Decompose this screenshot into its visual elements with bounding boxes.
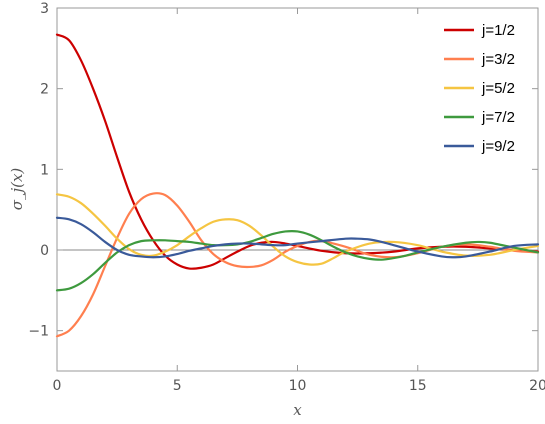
series-layer <box>55 33 540 338</box>
x-tick-label: 15 <box>409 378 427 394</box>
y-tick-label: 0 <box>40 243 49 259</box>
y-axis-label: σ_j(x) <box>8 168 26 211</box>
y-tick-label: 2 <box>40 82 49 98</box>
legend-label: j=5/2 <box>481 80 515 97</box>
y-tick-label: −1 <box>28 324 49 340</box>
x-axis-label: x <box>293 401 302 419</box>
axis-ticks: 0 5 10 15 20 −1 0 1 2 3 <box>28 1 545 394</box>
series-line-5 <box>55 216 540 259</box>
series-line-2 <box>55 192 540 338</box>
x-tick-label: 0 <box>53 378 62 394</box>
legend-label: j=3/2 <box>481 51 515 68</box>
legend-label: j=1/2 <box>481 22 515 39</box>
series-line-4 <box>55 229 540 292</box>
y-tick-label: 3 <box>40 1 49 17</box>
legend-label: j=9/2 <box>481 138 515 155</box>
x-tick-label: 5 <box>173 378 182 394</box>
y-tick-label: 1 <box>40 162 49 178</box>
x-tick-label: 20 <box>529 378 545 394</box>
series-line-3 <box>55 193 540 266</box>
legend-label: j=7/2 <box>481 109 515 126</box>
x-tick-label: 10 <box>289 378 307 394</box>
legend: j=1/2 j=3/2 j=5/2 j=7/2 j=9/2 <box>444 22 515 155</box>
series-line-1 <box>55 33 540 270</box>
